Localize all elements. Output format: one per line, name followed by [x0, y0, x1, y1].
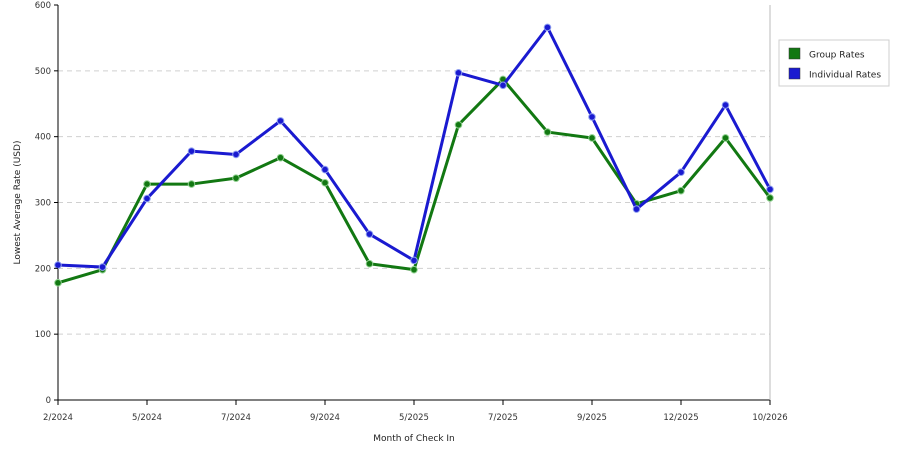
data-point-individual-rates [54, 261, 62, 269]
data-point-individual-rates [588, 113, 596, 121]
x-tick-label: 12/2025 [663, 413, 698, 423]
data-point-individual-rates [365, 230, 374, 238]
data-point-individual-rates [276, 117, 285, 125]
x-tick-label: 5/2025 [399, 413, 429, 423]
legend-label-group-rates: Group Rates [809, 51, 865, 61]
x-axis-title: Month of Check In [373, 434, 455, 444]
y-tick-label: 300 [35, 199, 51, 209]
data-point-individual-rates [543, 23, 552, 32]
x-tick-label: 5/2024 [132, 413, 162, 423]
x-tick-label: 7/2024 [221, 413, 251, 423]
y-tick-label: 0 [46, 396, 51, 406]
data-point-group-rates [54, 279, 62, 287]
series-individual-rates [54, 23, 774, 271]
data-point-individual-rates [454, 69, 463, 77]
tick-labels: 0 100 200 300 400 500 600 2/2024 5/2024 7/2024 9/2… [35, 1, 788, 423]
data-point-individual-rates [98, 263, 107, 271]
legend-label-individual-rates: Individual Rates [809, 71, 881, 81]
data-point-group-rates [543, 128, 552, 136]
data-point-individual-rates [410, 256, 418, 265]
legend-swatch-individual-rates [788, 67, 801, 80]
x-tick-label: 2/2024 [43, 413, 73, 423]
data-point-group-rates [365, 259, 374, 268]
data-point-group-rates [321, 178, 329, 187]
data-point-individual-rates [499, 81, 507, 90]
y-tick-label: 400 [35, 133, 51, 143]
data-point-group-rates [143, 180, 151, 188]
data-point-individual-rates [766, 185, 774, 194]
data-point-group-rates [454, 121, 463, 129]
y-tick-label: 200 [35, 264, 51, 274]
data-point-individual-rates [232, 150, 240, 159]
data-point-group-rates [677, 186, 685, 195]
series-line-individual-rates [56, 25, 772, 269]
y-axis-title: Lowest Average Rate (USD) [13, 141, 23, 265]
data-point-group-rates [766, 194, 774, 202]
data-point-individual-rates [143, 194, 151, 203]
x-tick-label: 9/2025 [577, 413, 607, 423]
x-tick-label: 9/2024 [310, 413, 340, 423]
data-point-group-rates [232, 174, 240, 182]
y-tick-label: 100 [35, 330, 51, 340]
data-point-individual-rates [321, 165, 329, 174]
legend: Group Rates Individual Rates [778, 39, 890, 87]
x-tick-label: 7/2025 [488, 413, 518, 423]
y-tick-label: 600 [35, 1, 51, 11]
data-point-group-rates [721, 134, 730, 142]
grid-lines [58, 70, 770, 335]
data-point-individual-rates [721, 101, 730, 109]
data-point-individual-rates [677, 168, 685, 177]
data-point-group-rates [276, 153, 285, 162]
legend-swatch-group-rates [788, 47, 801, 60]
data-point-group-rates [410, 265, 418, 274]
data-point-individual-rates [187, 147, 196, 155]
series-group [54, 23, 774, 287]
data-point-group-rates [588, 134, 596, 142]
data-point-individual-rates [632, 205, 641, 213]
y-tick-label: 500 [35, 67, 51, 77]
x-tick-label: 10/2026 [752, 413, 787, 423]
data-point-group-rates [187, 180, 196, 188]
